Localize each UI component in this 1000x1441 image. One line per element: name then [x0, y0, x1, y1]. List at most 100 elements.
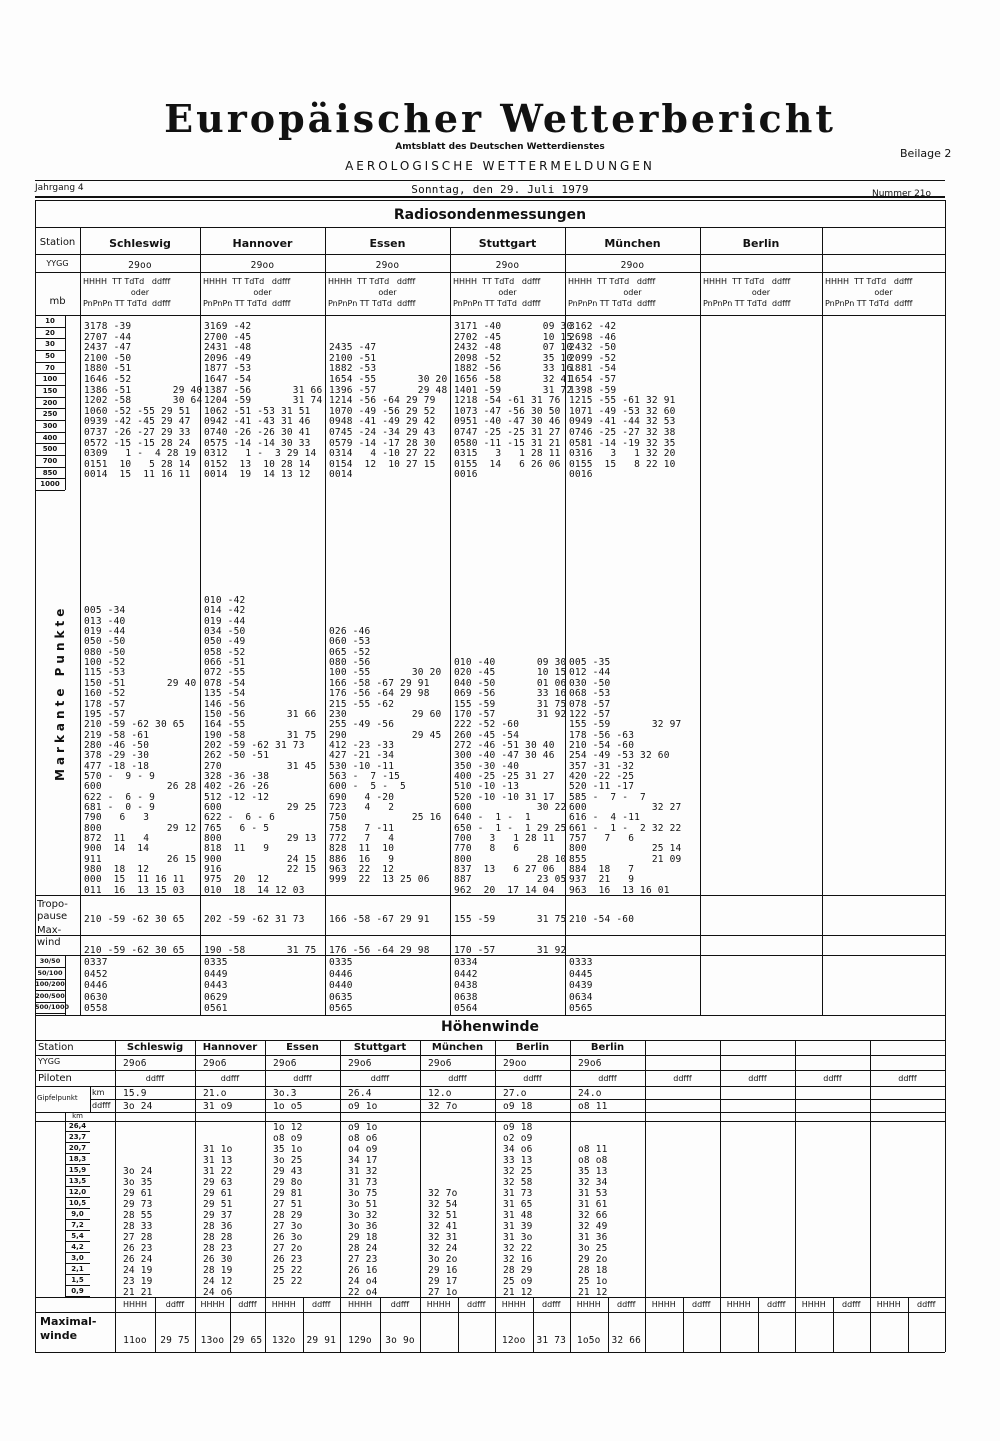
significant-point: 050 -49 — [204, 636, 246, 648]
significant-point: 230 29 60 — [329, 708, 442, 720]
layer-thickness: 0630 — [84, 991, 108, 1003]
rule — [35, 1040, 945, 1041]
level-label: 20,7 — [68, 1144, 87, 1152]
upper-wind: 32 31 — [428, 1232, 458, 1243]
rule — [35, 478, 65, 480]
max-header: ddfff — [767, 1300, 786, 1309]
level-label: 13,5 — [68, 1177, 87, 1185]
rule — [35, 1013, 65, 1014]
rule — [65, 1208, 90, 1209]
rule — [340, 1040, 341, 1352]
max-wind: 29 91 — [306, 1335, 337, 1346]
upper-wind: o8 o9 — [273, 1133, 303, 1144]
rule — [35, 1015, 945, 1016]
upper-wind: 26 24 — [123, 1254, 153, 1265]
significant-point: 563 - 7 -15 — [329, 770, 401, 782]
main-level-data: 0740 -26 -26 30 41 — [204, 427, 311, 438]
layer-thickness: 0449 — [204, 968, 228, 980]
upper-wind: 26 16 — [348, 1265, 378, 1276]
max-header: ddfff — [692, 1300, 711, 1309]
upper-wind: 26 30 — [203, 1254, 233, 1265]
main-level-data: 2100 -51 — [329, 352, 377, 364]
upper-wind: 32 16 — [503, 1254, 533, 1265]
code-header: oder — [874, 288, 893, 297]
rule — [35, 978, 65, 980]
significant-point: 510 -10 -13 — [454, 781, 520, 793]
significant-label: Markante Punkte — [53, 604, 67, 781]
max-header: HHHH — [271, 1300, 296, 1309]
significant-point: 690 4 -20 — [329, 791, 395, 803]
code-header: HHHH TT TdTd ddfff — [825, 277, 913, 286]
significant-point: 050 -50 — [84, 636, 126, 648]
rule — [65, 1153, 90, 1154]
max-height: 132o — [271, 1335, 296, 1346]
significant-point: 260 -45 -54 — [454, 729, 520, 741]
upper-wind: 29 63 — [203, 1177, 233, 1188]
significant-point: 887 23 05 — [454, 874, 567, 886]
rule — [35, 1001, 65, 1003]
max-header: HHHH — [876, 1300, 901, 1309]
significant-point: 100 -52 — [84, 657, 126, 669]
main-level-data: 0312 1 - 3 29 14 — [204, 448, 317, 460]
significant-point: 855 21 09 — [569, 853, 682, 865]
level-label: 12,0 — [68, 1188, 87, 1196]
upper-wind: 27 51 — [273, 1199, 303, 1210]
rule — [607, 1297, 609, 1352]
rule — [35, 338, 65, 340]
max-height: 13oo — [200, 1335, 225, 1346]
code-header: PnPnPn TT TdTd ddfff — [568, 299, 656, 308]
significant-point: 828 11 10 — [329, 843, 395, 855]
rule — [35, 272, 945, 273]
level-label: 4,2 — [71, 1243, 84, 1251]
upper-wind: 21 12 — [578, 1287, 608, 1298]
main-level-data: 0014 19 14 13 12 — [204, 469, 311, 481]
significant-point: 477 -18 -18 — [84, 760, 150, 772]
upper-wind: 27 1o — [428, 1287, 458, 1298]
upper-wind: 34 o6 — [503, 1144, 533, 1155]
rule — [80, 227, 81, 1015]
max-header: ddfff — [312, 1300, 331, 1309]
significant-point: 900 24 15 — [204, 853, 317, 865]
significant-point: 219 -58 -61 — [84, 729, 150, 741]
maxwind-data: 176 -56 -64 29 98 — [329, 945, 430, 956]
upper-wind: 28 19 — [203, 1265, 233, 1276]
rule — [35, 408, 65, 410]
main-level-data: 0315 3 1 28 11 — [454, 448, 561, 460]
level-label: 7,2 — [71, 1221, 84, 1229]
max-height: 12oo — [501, 1335, 526, 1346]
significant-point: 164 -55 — [204, 719, 246, 731]
level-label: 0,9 — [71, 1287, 84, 1295]
rule — [565, 227, 566, 1015]
significant-point: 069 -56 33 16 — [454, 688, 567, 700]
significant-point: 750 25 16 — [329, 812, 442, 824]
rule — [65, 1219, 90, 1220]
rule — [35, 420, 65, 421]
max-header: HHHH — [347, 1300, 373, 1309]
rule — [65, 955, 66, 1015]
max-height: 129o — [348, 1335, 372, 1346]
station-name: Stuttgart — [478, 237, 537, 250]
station-name: Berlin — [742, 237, 780, 250]
section-title: Höhenwinde — [441, 1019, 539, 1035]
upper-wind: 25 o9 — [503, 1276, 533, 1287]
significant-point: 300 -40 -47 30 46 — [454, 750, 555, 762]
significant-point: 215 -55 -62 — [329, 698, 395, 710]
rule — [532, 1297, 534, 1352]
row-label: Station — [39, 237, 76, 248]
code-header: oder — [378, 288, 397, 297]
rule — [35, 1112, 945, 1113]
upper-wind: 34 17 — [348, 1155, 378, 1166]
significant-point: 030 -50 — [569, 677, 611, 689]
max-header: HHHH — [726, 1300, 751, 1309]
upper-wind: 31 22 — [203, 1166, 233, 1177]
rule — [35, 196, 945, 198]
station-name: Hannover — [232, 237, 293, 250]
significant-point: 155 -59 32 97 — [569, 719, 682, 731]
significant-point: 585 - 7 - 7 — [569, 791, 646, 803]
upper-wind: 3o 25 — [578, 1243, 608, 1254]
upper-wind: 29 43 — [273, 1166, 303, 1177]
main-level-data: 2099 -52 — [569, 352, 617, 364]
max-header: HHHH — [426, 1300, 451, 1309]
rule — [195, 1040, 196, 1352]
code-header: HHHH TT TdTd ddfff — [703, 277, 791, 286]
